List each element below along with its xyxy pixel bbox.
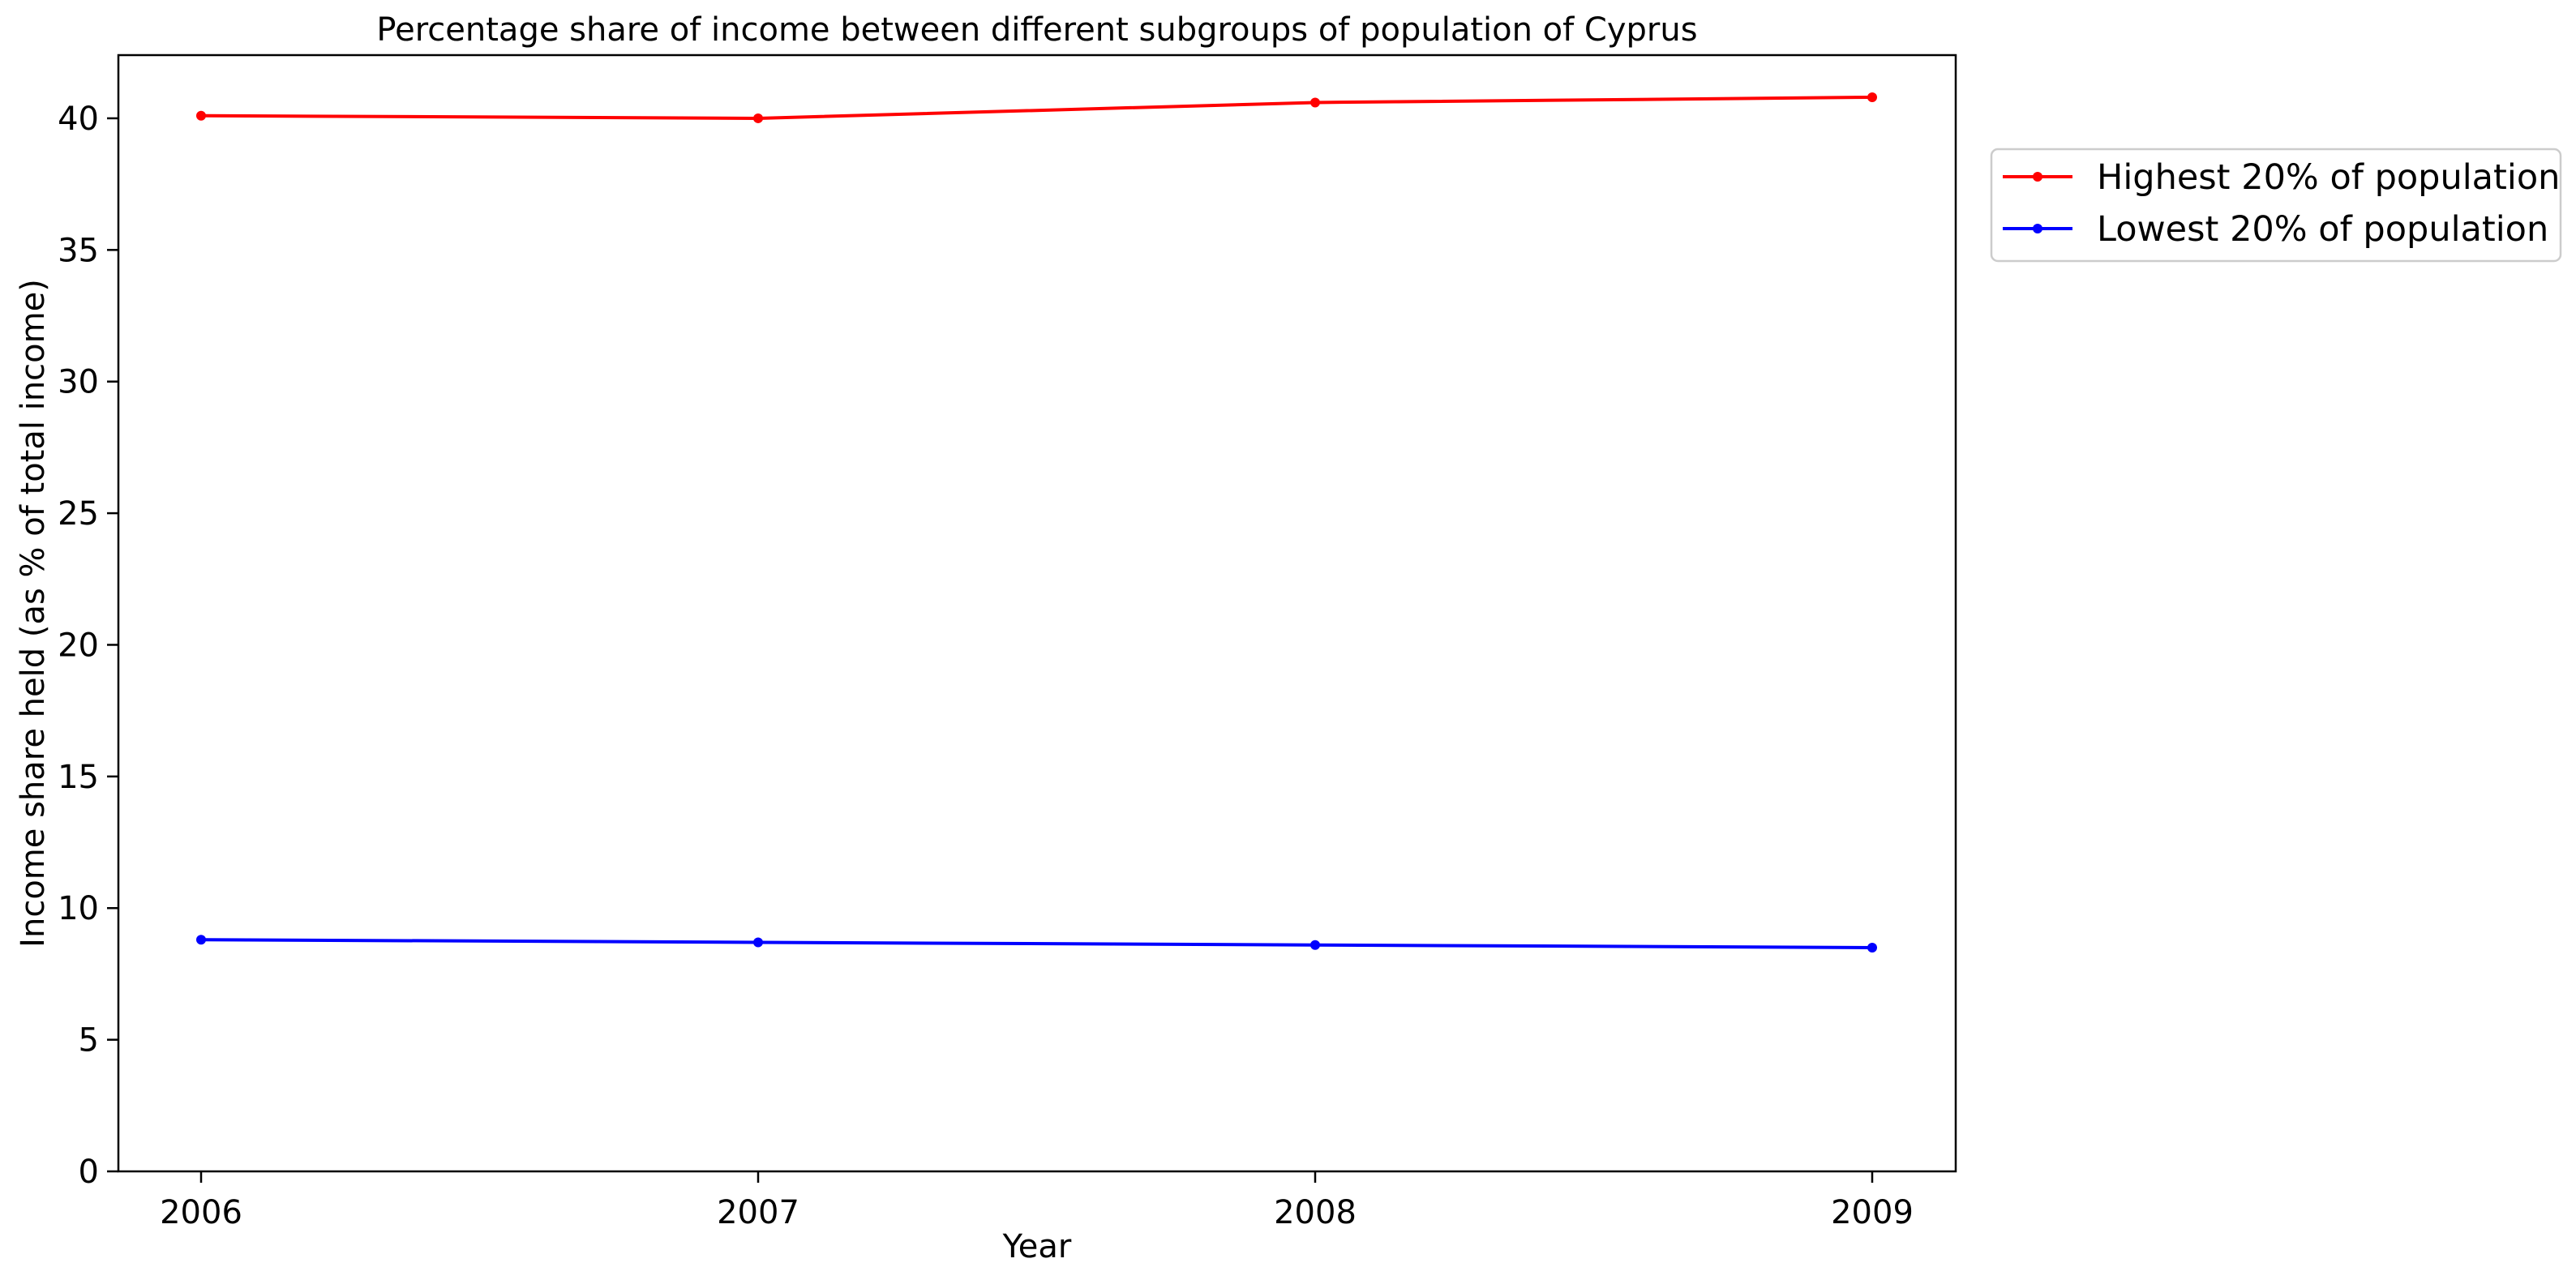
legend-label: Lowest 20% of population (2097, 209, 2548, 250)
y-tick-label: 25 (58, 495, 99, 533)
data-point (1867, 942, 1877, 953)
y-tick-label: 40 (58, 101, 99, 138)
data-point (1867, 92, 1877, 102)
legend-marker (2033, 172, 2042, 182)
y-tick-label: 35 (58, 232, 99, 269)
x-tick-label: 2008 (1274, 1194, 1357, 1231)
data-point (753, 113, 763, 123)
data-point (196, 110, 206, 121)
x-axis: 2006 2007 2008 2009 (160, 1171, 1914, 1231)
data-point (196, 935, 206, 945)
y-tick-label: 30 (58, 364, 99, 401)
x-axis-label: Year (1002, 1228, 1072, 1265)
y-axis-label: Income share held (as % of total income) (15, 279, 52, 948)
data-point (1310, 940, 1320, 950)
plot-area (117, 54, 1957, 1173)
legend-box (1990, 148, 2562, 263)
legend: Highest 20% of population Lowest 20% of p… (1990, 148, 2562, 263)
y-tick-label: 15 (58, 759, 99, 796)
x-tick-label: 2007 (717, 1194, 799, 1231)
legend-label: Highest 20% of population (2097, 157, 2560, 198)
series-layer (196, 92, 1877, 953)
y-tick-label: 5 (79, 1022, 99, 1060)
y-axis: 0 5 10 15 20 25 30 35 40 (58, 101, 118, 1191)
y-tick-label: 0 (79, 1154, 99, 1191)
x-tick-label: 2006 (160, 1194, 242, 1231)
y-tick-label: 20 (58, 627, 99, 664)
chart-title: Percentage share of income between diffe… (376, 11, 1697, 49)
x-tick-label: 2009 (1831, 1194, 1914, 1231)
data-point (1310, 97, 1320, 108)
series-line-1 (200, 95, 1873, 120)
y-tick-label: 10 (58, 890, 99, 927)
legend-marker (2033, 224, 2042, 233)
data-point (753, 937, 763, 948)
series-line-2 (200, 938, 1873, 949)
